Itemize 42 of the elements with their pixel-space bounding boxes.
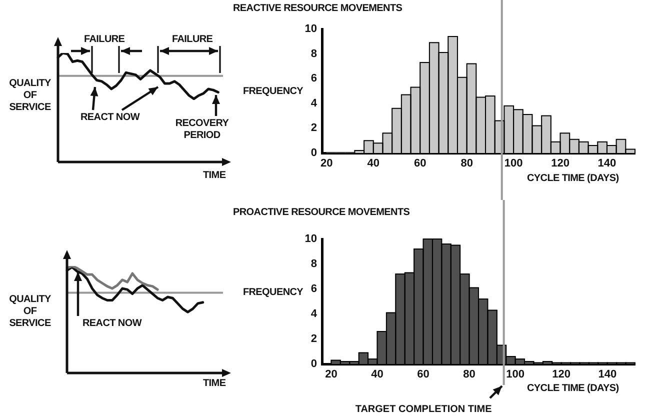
x-tick-label: 100 [504,158,523,170]
chart-title: PROACTIVE RESOURCE MOVEMENTS [233,207,410,219]
y-tick-label: 0 [310,147,317,160]
y-tick-label: 2 [310,333,317,346]
y-axis-title: FREQUENCY [242,287,304,299]
y-tick-label: 8 [310,258,317,270]
x-tick-label: 140 [598,368,617,381]
x-tick-label: 140 [598,158,616,170]
x-axis-title: CYCLE TIME (DAYS) [527,173,619,185]
y-tick-label: 10 [304,23,317,36]
x-tick-label: 60 [417,368,430,381]
text: FAILURE [84,34,125,46]
text: FAILURE [172,34,213,46]
x-tick-label: 20 [325,368,338,381]
y-axis-title: QUALITY OF SERVICE [8,294,52,330]
ref-line-label: TARGET COMPLETION TIME [355,404,492,415]
x-axis-title: TIME [203,378,226,390]
y-tick-label: 10 [304,233,317,246]
y-tick-label: 4 [310,97,318,110]
x-axis-title: TIME [203,170,226,182]
y-tick-label: 6 [310,72,317,85]
x-tick-label: 80 [463,368,476,381]
y-tick-label: 2 [310,122,317,134]
y-tick-label: 8 [310,48,317,60]
x-tick-label: 20 [320,158,333,170]
chart-title: REACTIVE RESOURCE MOVEMENTS [233,3,402,15]
y-axis-title: QUALITY OF SERVICE [8,78,52,114]
y-tick-label: 6 [310,283,317,296]
annotation: REACT NOW [80,112,141,124]
y-axis-title: FREQUENCY [242,86,304,98]
x-tick-label: 40 [371,368,384,381]
annotation: RECOVERY PERIOD [174,118,230,142]
x-tick-label: 60 [414,158,426,170]
x-tick-label: 120 [551,158,570,170]
x-tick-label: 80 [460,158,473,170]
x-tick-label: 40 [367,158,380,170]
annotation: REACT NOW [82,318,143,330]
x-tick-label: 120 [552,368,571,381]
x-axis-title: CYCLE TIME (DAYS) [527,383,619,395]
y-tick-label: 0 [310,358,317,370]
y-tick-label: 4 [310,308,318,320]
x-tick-label: 100 [506,368,525,381]
